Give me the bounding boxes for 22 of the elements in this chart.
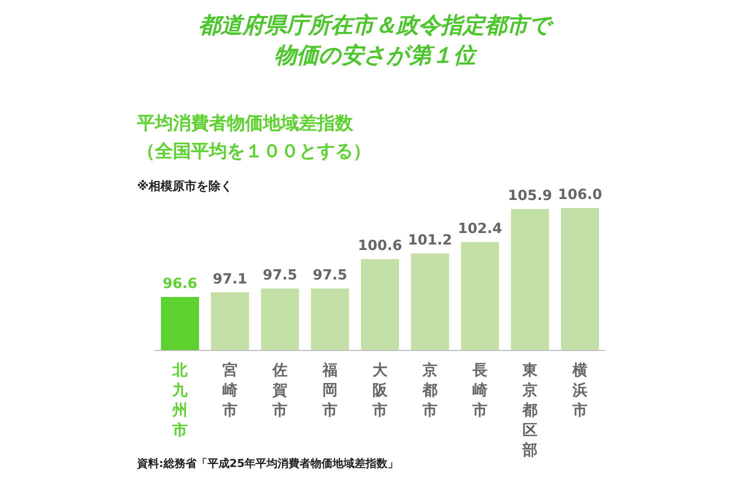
data-label: 97.5 bbox=[262, 267, 298, 284]
x-tick-label: 大阪市 bbox=[372, 361, 388, 419]
data-label: 106.0 bbox=[558, 187, 602, 203]
x-tick-label: 佐賀市 bbox=[272, 361, 288, 419]
x-tick-label: 横浜市 bbox=[572, 361, 588, 419]
x-tick-label: 京都市 bbox=[422, 361, 438, 419]
x-tick-label: 北九州市 bbox=[172, 361, 188, 439]
text: ※相模原市を除く bbox=[137, 179, 233, 193]
data-label: 101.2 bbox=[408, 232, 452, 248]
data-label: 102.4 bbox=[458, 221, 502, 238]
text: 資料:総務省「平成25年平均消費者物価地域差指数」 bbox=[136, 457, 399, 470]
data-label: 97.1 bbox=[212, 271, 248, 288]
data-label: 105.9 bbox=[508, 188, 552, 204]
data-label: 96.6 bbox=[162, 276, 198, 292]
data-label: 100.6 bbox=[358, 238, 402, 254]
data-label: 97.5 bbox=[312, 267, 348, 284]
x-tick-label: 福岡市 bbox=[322, 361, 338, 419]
x-tick-label: 東京都区部 bbox=[522, 361, 538, 459]
x-tick-label: 宮崎市 bbox=[222, 361, 238, 419]
chart-subtitle: 平均消費者物価地域差指数（全国平均を１００とする） bbox=[137, 112, 372, 164]
x-tick-label: 長崎市 bbox=[472, 361, 488, 419]
chart-title: 都道府県庁所在市＆政令指定都市で物価の安さが第１位 bbox=[198, 12, 554, 68]
